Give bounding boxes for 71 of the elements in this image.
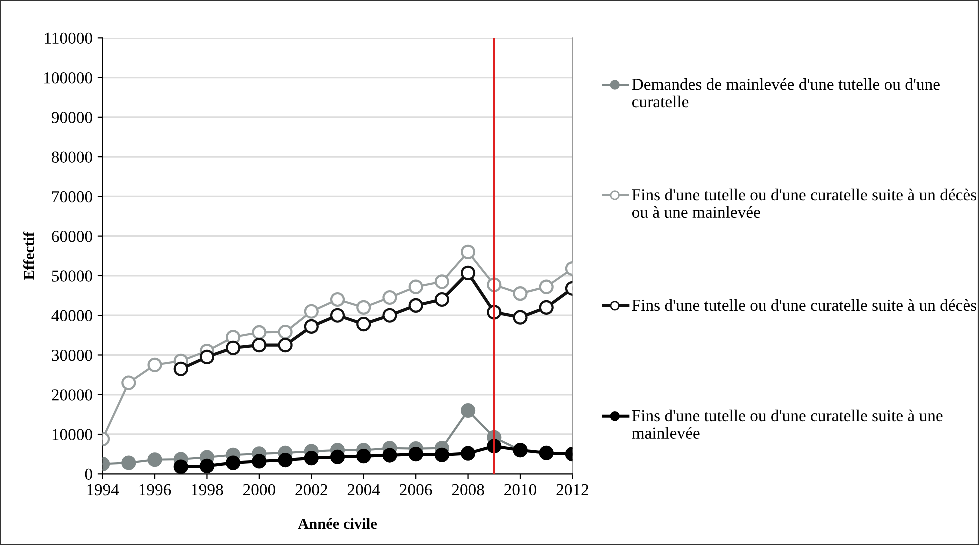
point [304,319,319,334]
point [408,298,424,313]
x-tick-label: 2008 [452,484,484,496]
point [460,244,476,260]
point [382,448,398,463]
x-tick-label: 2006 [400,484,432,496]
point [122,456,136,470]
point [278,338,293,353]
point [304,304,319,319]
x-tick-label: 2010 [504,484,537,496]
point [278,452,293,468]
y-tick-label: 110000 [45,32,92,44]
y-tick-label: 10000 [52,429,92,440]
y-tick-label: 60000 [52,231,92,242]
point [356,449,372,464]
point [434,274,450,290]
x-tick-label: 1994 [88,484,120,496]
point [304,451,319,466]
legend-label: Fins d'une tutelle ou d'une curatelle suite à un décès [632,299,976,312]
point [513,310,528,325]
point [200,458,215,474]
legend-label: Fins d'une tutelle ou d'une curatelle suite à une mainlevée [632,410,943,439]
point [434,448,450,462]
y-tick-label: 90000 [52,112,92,124]
x-tick-label: 1996 [140,484,172,496]
point [226,456,241,470]
point [174,460,188,474]
point [460,266,476,280]
point [513,286,528,302]
point [460,403,476,418]
y-tick-label: 30000 [52,350,92,362]
point [408,447,424,462]
point [278,324,293,340]
point [539,446,554,460]
x-tick-label: 2000 [244,484,276,496]
point [330,292,346,308]
y-tick-label: 70000 [52,191,92,203]
point [382,290,398,306]
point [252,338,267,353]
legend-label: Fins d'une tutelle ou d'une curatelle suite à un décès ou à une mainlevée [632,188,976,218]
point [408,280,424,294]
point [122,376,136,390]
x-tick-label: 2002 [296,484,328,496]
point [539,300,554,315]
point [174,362,188,376]
point [148,452,162,468]
point [356,300,372,315]
point [330,450,346,464]
y-tick-label: 50000 [52,270,92,282]
point [460,446,476,461]
point [539,280,554,294]
y-tick-label: 80000 [52,152,92,164]
point [252,454,267,469]
point [330,308,346,323]
legend-label: Demandes de mainlevée d'une tutelle ou d'une curatelle [632,78,940,108]
point [226,340,241,356]
point [356,317,372,332]
x-axis-title: Année civile [298,518,378,530]
point [434,292,450,308]
point [148,358,162,372]
x-tick-label: 2012 [556,484,588,496]
y-tick-label: 100000 [44,72,92,84]
point [382,308,398,323]
x-tick-label: 1998 [192,484,224,496]
y-tick-label: 0 [85,468,92,480]
y-tick-label: 40000 [52,310,92,322]
point [200,350,215,365]
x-tick-label: 2004 [348,484,380,496]
y-tick-label: 20000 [52,390,92,401]
point [252,325,267,340]
y-axis-title: Effectif [24,232,34,280]
